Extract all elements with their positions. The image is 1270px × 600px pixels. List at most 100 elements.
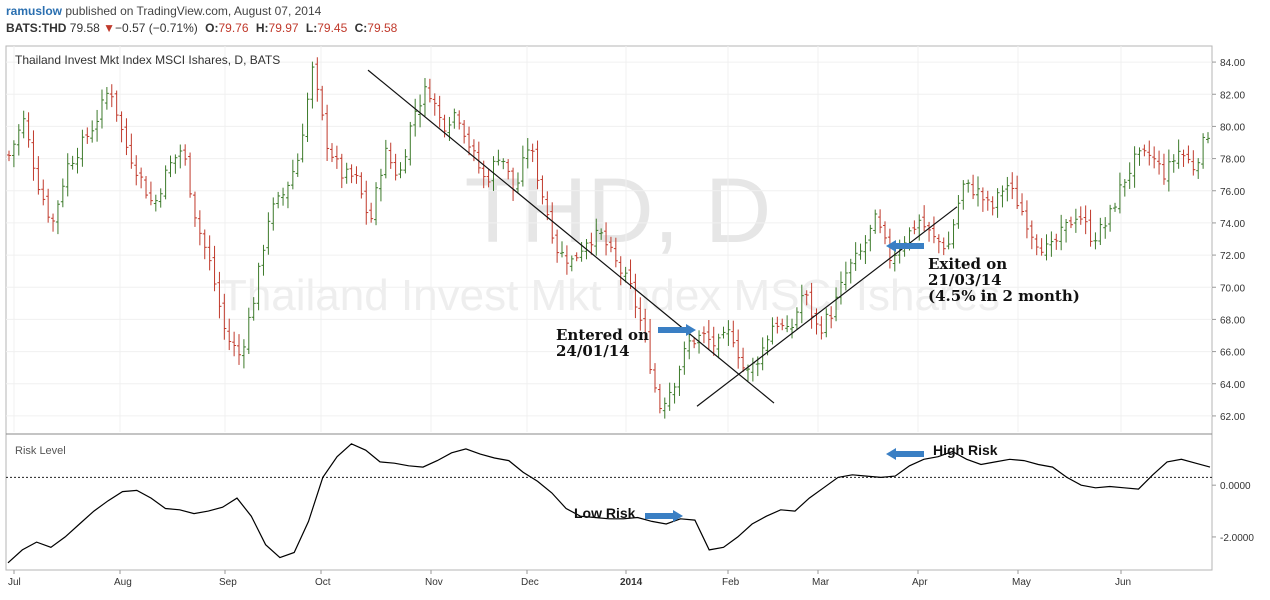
ohlc-bar [922, 205, 927, 232]
down-triangle-icon: ▼ [103, 21, 116, 35]
ohlc-bar [569, 255, 574, 272]
ohlc-bar [457, 110, 462, 130]
ohlc-bar [158, 188, 163, 208]
ohlc-bar [227, 318, 232, 351]
ohlc-bar [1054, 233, 1059, 250]
ohlc-bar [760, 337, 765, 371]
ohlc-bar [139, 167, 144, 189]
ohlc-bar [878, 209, 883, 234]
grid [6, 46, 1212, 432]
ohlc-bar [364, 180, 369, 225]
low-value: 79.45 [317, 21, 348, 35]
ohlc-bar [863, 235, 868, 265]
ohlc-bar [1171, 154, 1176, 173]
ohlc-bar [418, 94, 423, 128]
ohlc-bar [325, 104, 330, 161]
ohlc-bar [936, 234, 941, 254]
ohlc-bar [329, 143, 334, 163]
ohlc-bar [941, 237, 946, 256]
ohlc-bar [422, 78, 427, 117]
ohlc-line: BATS:THD 79.58 ▼−0.57 (−0.71%) O:79.76 H… [6, 21, 397, 35]
watermark-symbol: THD, D [465, 160, 772, 262]
ohlc-bar [677, 365, 682, 396]
ohlc-bar [961, 180, 966, 210]
ohlc-bar [971, 174, 976, 200]
ohlc-bar [398, 162, 403, 179]
price-tick-label: 80.00 [1220, 122, 1245, 133]
time-tick-label: Oct [315, 577, 331, 588]
ohlc-bar [1191, 150, 1196, 176]
author-name[interactable]: ramuslow [6, 4, 63, 18]
ohlc-bar [506, 159, 511, 180]
ohlc-bar [853, 242, 858, 271]
ohlc-bar [80, 129, 85, 167]
ohlc-bar [946, 231, 951, 250]
time-tick-label: Nov [425, 577, 443, 588]
ohlc-bar [217, 271, 222, 319]
ohlc-bar [232, 331, 237, 357]
ohlc-bar [951, 219, 956, 249]
ohlc-bar [104, 87, 109, 110]
ohlc-bar [374, 182, 379, 226]
price-tick-label: 68.00 [1220, 315, 1245, 326]
ohlc-bar [1073, 208, 1078, 233]
ohlc-bar [305, 92, 310, 142]
ohlc-bar [525, 138, 530, 169]
ohlc-bar [1020, 193, 1025, 216]
ohlc-bar [770, 317, 775, 345]
ohlc-bar [7, 150, 11, 162]
ohlc-bar [1078, 206, 1083, 225]
ohlc-bar [315, 57, 320, 102]
ohlc-bar [1024, 200, 1029, 239]
ohlc-bar [178, 144, 183, 169]
ohlc-bar [1044, 234, 1049, 261]
price-tick-label: 66.00 [1220, 348, 1245, 359]
ohlc-bar [540, 175, 545, 205]
ohlc-bar [393, 153, 398, 181]
high-value: 79.97 [268, 21, 299, 35]
ohlc-bar [1064, 219, 1069, 243]
ohlc-bar [834, 287, 839, 322]
ohlc-bar [1113, 202, 1118, 212]
ohlc-bar [545, 191, 550, 221]
ohlc-bar [985, 190, 990, 211]
open-value: 79.76 [218, 21, 249, 35]
ohlc-bar [560, 241, 565, 258]
ohlc-bar [956, 195, 961, 229]
time-tick-label: Sep [219, 577, 237, 588]
ohlc-bar [413, 98, 418, 137]
right-arrow-icon [658, 324, 696, 336]
ohlc-bar [1088, 209, 1093, 247]
ohlc-bar [168, 155, 173, 178]
ohlc-bar [1093, 232, 1098, 250]
ohlc-bar [1068, 216, 1073, 229]
risk-indicator [6, 443, 1212, 564]
ohlc-bar [349, 164, 354, 184]
ohlc-bar [975, 176, 980, 207]
ohlc-bar [1206, 132, 1210, 144]
ohlc-bar [736, 329, 741, 369]
price-tick-label: 64.00 [1220, 380, 1245, 391]
ohlc-bar [1127, 162, 1132, 189]
ohlc-bar [1039, 238, 1044, 256]
ohlc-bar [16, 124, 21, 156]
ohlc-bar [501, 158, 506, 170]
ohlc-bar [667, 382, 672, 411]
ohlc-bar [202, 229, 207, 260]
ohlc-bar [207, 235, 212, 271]
ohlc-bar [276, 191, 281, 209]
ohlc-bar [1015, 175, 1020, 209]
ohlc-bar [271, 197, 276, 231]
ohlc-bar [726, 320, 731, 346]
price-axis: 84.00 82.00 80.00 78.00 76.00 74.00 72.00 70.00… [1212, 58, 1254, 544]
ohlc-bar [1186, 145, 1191, 164]
ohlc-bar [672, 382, 677, 404]
ohlc-bar [188, 152, 193, 198]
ohlc-bar [60, 178, 65, 208]
open-label: O: [205, 21, 219, 35]
price-tick-label: 70.00 [1220, 283, 1245, 294]
time-tick-label: 2014 [620, 577, 643, 588]
ohlc-bar [46, 188, 51, 223]
